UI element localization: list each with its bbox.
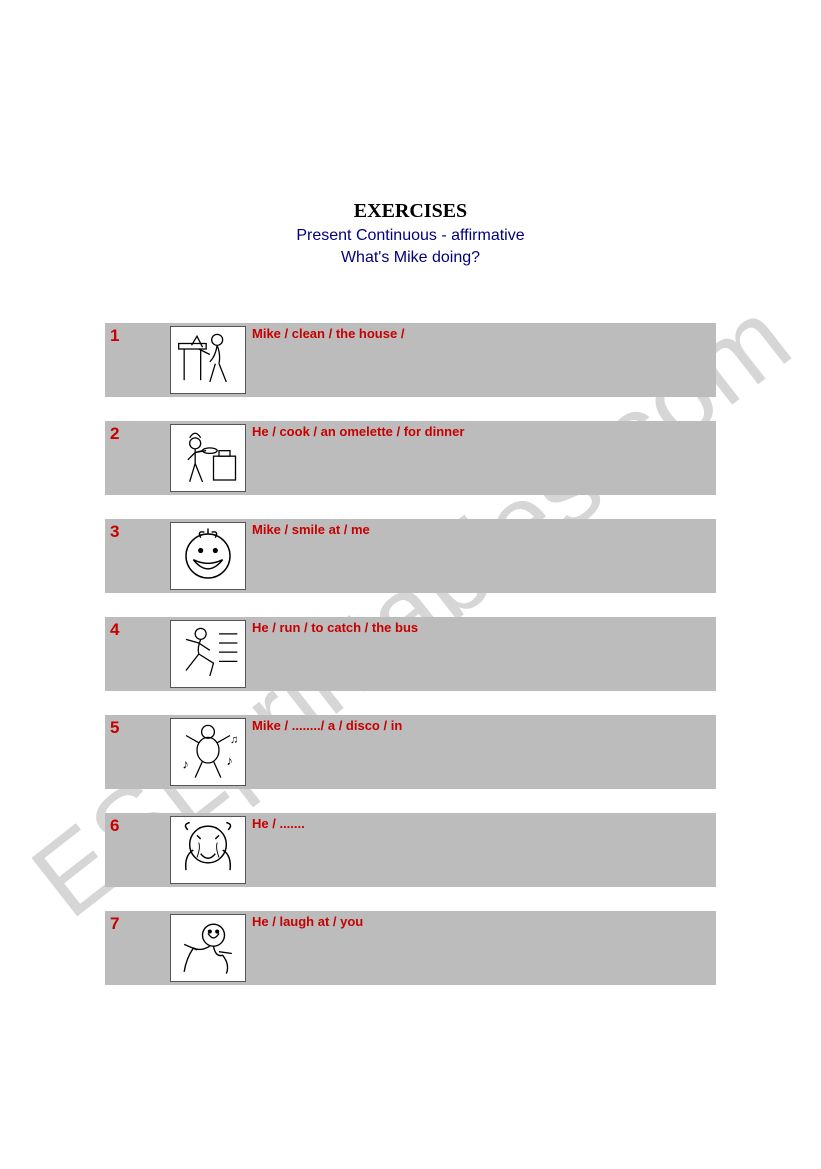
svg-text:♫: ♫ (230, 734, 238, 746)
clean-icon (171, 327, 245, 393)
row-image-cell (170, 620, 246, 688)
page-subtitle: Present Continuous - affirmative What's … (105, 225, 716, 268)
row-prompt: He / cook / an omelette / for dinner (252, 424, 464, 439)
worksheet-page: EXERCISES Present Continuous - affirmati… (0, 0, 821, 1049)
row-number: 6 (110, 816, 119, 836)
laugh-icon (171, 915, 245, 981)
subtitle-line-1: Present Continuous - affirmative (296, 227, 524, 244)
row-number: 4 (110, 620, 119, 640)
exercise-row: 5 ♪ ♪ ♫ Mike / ......../ a / disco / in (105, 715, 716, 789)
row-number-cell: 1 (106, 324, 170, 396)
exercise-row: 2 He / cook / an ome (105, 421, 716, 495)
row-prompt-cell: Mike / clean / the house / (246, 324, 715, 396)
row-prompt-cell: He / run / to catch / the bus (246, 618, 715, 690)
row-number: 7 (110, 914, 119, 934)
row-prompt-cell: He / laugh at / you (246, 912, 715, 984)
row-number: 1 (110, 326, 119, 346)
cry-icon (171, 817, 245, 883)
row-prompt-cell: He / cook / an omelette / for dinner (246, 422, 715, 494)
row-number-cell: 2 (106, 422, 170, 494)
row-image-cell (170, 522, 246, 590)
row-number-cell: 4 (106, 618, 170, 690)
row-prompt: He / run / to catch / the bus (252, 620, 418, 635)
row-image-cell (170, 424, 246, 492)
row-number: 2 (110, 424, 119, 444)
row-prompt-cell: He / ....... (246, 814, 715, 886)
row-prompt: Mike / clean / the house / (252, 326, 404, 341)
row-prompt: Mike / smile at / me (252, 522, 370, 537)
row-image-cell (170, 816, 246, 884)
page-title: EXERCISES (105, 200, 716, 223)
row-prompt: Mike / ......../ a / disco / in (252, 718, 402, 733)
row-prompt: He / ....... (252, 816, 305, 831)
svg-text:♪: ♪ (182, 757, 188, 772)
row-image-cell: ♪ ♪ ♫ (170, 718, 246, 786)
exercise-rows: 1 Mike / clean / the (105, 323, 716, 985)
row-prompt-cell: Mike / smile at / me (246, 520, 715, 592)
row-image-cell (170, 326, 246, 394)
exercise-row: 4 He / run / to catch / the bus (105, 617, 716, 691)
row-number: 5 (110, 718, 119, 738)
row-image-cell (170, 914, 246, 982)
row-prompt-cell: Mike / ......../ a / disco / in (246, 716, 715, 788)
run-icon (171, 621, 245, 687)
svg-text:♪: ♪ (226, 753, 232, 768)
smile-icon (171, 523, 245, 589)
row-number-cell: 3 (106, 520, 170, 592)
row-number-cell: 6 (106, 814, 170, 886)
exercise-row: 6 He / ....... (105, 813, 716, 887)
row-prompt: He / laugh at / you (252, 914, 363, 929)
exercise-row: 7 He / laugh at / you (105, 911, 716, 985)
exercise-row: 1 Mike / clean / the (105, 323, 716, 397)
row-number-cell: 5 (106, 716, 170, 788)
cook-icon (171, 425, 245, 491)
dance-icon: ♪ ♪ ♫ (171, 719, 245, 785)
row-number-cell: 7 (106, 912, 170, 984)
exercise-row: 3 Mike / smile at / me (105, 519, 716, 593)
row-number: 3 (110, 522, 119, 542)
subtitle-line-2: What's Mike doing? (341, 249, 480, 266)
